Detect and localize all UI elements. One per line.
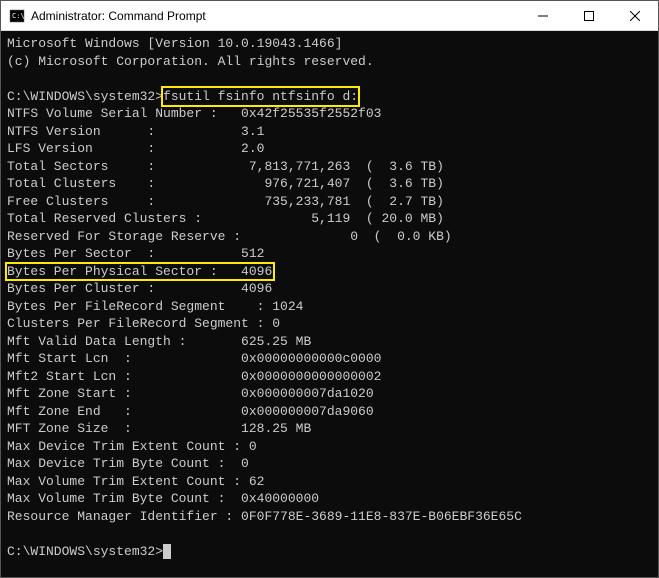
terminal-output[interactable]: Microsoft Windows [Version 10.0.19043.14… — [1, 31, 658, 577]
output-row: Bytes Per Physical Sector : 4096 — [7, 263, 652, 281]
output-row: LFS Version : 2.0 — [7, 140, 652, 158]
output-row: Mft Start Lcn : 0x00000000000c0000 — [7, 350, 652, 368]
output-row: Bytes Per FileRecord Segment : 1024 — [7, 298, 652, 316]
output-row: Max Device Trim Byte Count : 0 — [7, 455, 652, 473]
header-line: Microsoft Windows [Version 10.0.19043.14… — [7, 35, 652, 53]
minimize-button[interactable] — [520, 1, 566, 30]
titlebar: C:\ Administrator: Command Prompt — [1, 1, 658, 31]
output-row: Max Device Trim Extent Count : 0 — [7, 438, 652, 456]
output-row: Resource Manager Identifier : 0F0F778E-3… — [7, 508, 652, 526]
output-row: Reserved For Storage Reserve : 0 ( 0.0 K… — [7, 228, 652, 246]
window-controls — [520, 1, 658, 30]
command-text: fsutil fsinfo ntfsinfo d: — [163, 89, 358, 104]
output-row: Bytes Per Sector : 512 — [7, 245, 652, 263]
maximize-button[interactable] — [566, 1, 612, 30]
output-row: Total Sectors : 7,813,771,263 ( 3.6 TB) — [7, 158, 652, 176]
cursor — [163, 544, 171, 559]
prompt-line: C:\WINDOWS\system32> — [7, 543, 652, 561]
output-row: NTFS Version : 3.1 — [7, 123, 652, 141]
command-prompt-window: C:\ Administrator: Command Prompt Micros… — [0, 0, 659, 578]
output-row: Mft Zone Start : 0x000000007da1020 — [7, 385, 652, 403]
blank-line — [7, 70, 652, 88]
output-row: MFT Zone Size : 128.25 MB — [7, 420, 652, 438]
close-button[interactable] — [612, 1, 658, 30]
blank-line — [7, 525, 652, 543]
output-row: Total Clusters : 976,721,407 ( 3.6 TB) — [7, 175, 652, 193]
prompt-line: C:\WINDOWS\system32>fsutil fsinfo ntfsin… — [7, 88, 652, 106]
output-row: Total Reserved Clusters : 5,119 ( 20.0 M… — [7, 210, 652, 228]
output-row: Mft2 Start Lcn : 0x0000000000000002 — [7, 368, 652, 386]
output-row: Bytes Per Cluster : 4096 — [7, 280, 652, 298]
svg-text:C:\: C:\ — [12, 12, 25, 20]
cmd-icon: C:\ — [9, 8, 25, 24]
output-row: Free Clusters : 735,233,781 ( 2.7 TB) — [7, 193, 652, 211]
output-row: Mft Zone End : 0x000000007da9060 — [7, 403, 652, 421]
output-row: Max Volume Trim Extent Count : 62 — [7, 473, 652, 491]
window-title: Administrator: Command Prompt — [31, 9, 520, 23]
output-row: Mft Valid Data Length : 625.25 MB — [7, 333, 652, 351]
output-row: NTFS Volume Serial Number : 0x42f25535f2… — [7, 105, 652, 123]
header-line: (c) Microsoft Corporation. All rights re… — [7, 53, 652, 71]
output-row: Max Volume Trim Byte Count : 0x40000000 — [7, 490, 652, 508]
output-row: Clusters Per FileRecord Segment : 0 — [7, 315, 652, 333]
